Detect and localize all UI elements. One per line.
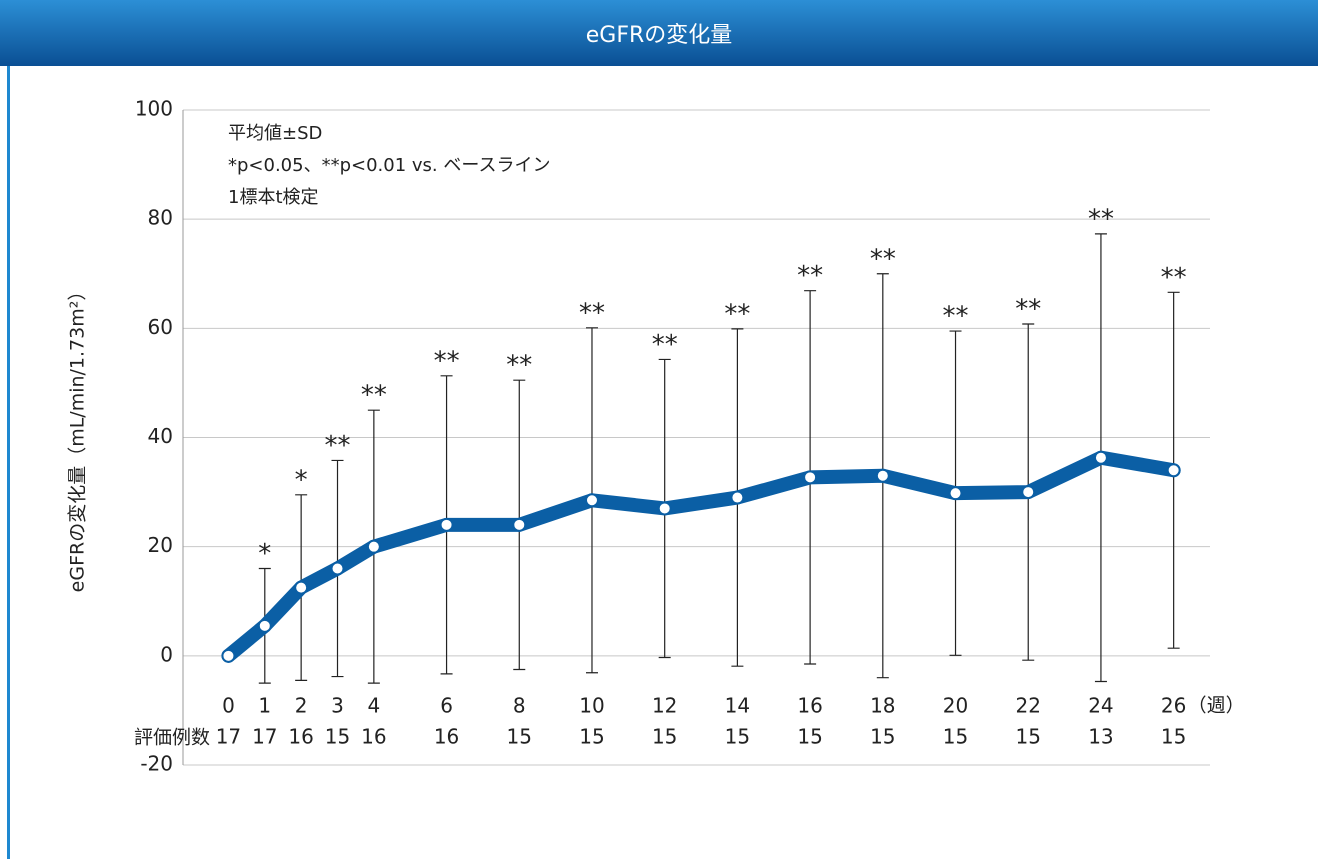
data-point xyxy=(257,618,272,633)
x-tick-label: 22 xyxy=(1016,694,1041,718)
significance: ** xyxy=(1161,263,1187,293)
n-value: 17 xyxy=(216,725,241,749)
data-point xyxy=(1093,450,1108,465)
data-point xyxy=(1166,463,1181,478)
y-tick-label: 40 xyxy=(148,424,173,448)
significance: * xyxy=(295,465,308,495)
x-tick-label: 8 xyxy=(513,694,526,718)
n-value: 16 xyxy=(361,725,386,749)
header-bar xyxy=(0,0,1318,66)
significance: ** xyxy=(325,431,351,461)
y-tick-label: 20 xyxy=(148,533,173,557)
significance: ** xyxy=(870,244,896,274)
significance: ** xyxy=(434,346,460,376)
x-unit: （週） xyxy=(1188,695,1245,717)
note: 平均値±SD xyxy=(228,123,322,144)
n-value: 17 xyxy=(252,725,277,749)
n-value: 15 xyxy=(325,725,350,749)
data-point xyxy=(330,561,345,576)
y-tick-label: -20 xyxy=(140,752,173,776)
chart-title: eGFRの変化量 xyxy=(586,23,733,48)
data-point xyxy=(221,648,236,663)
data-point xyxy=(948,486,963,501)
y-axis-label: eGFRの変化量（mL/min/1.73m²） xyxy=(67,282,89,593)
note: 1標本t検定 xyxy=(228,187,319,208)
data-point xyxy=(584,493,599,508)
y-tick-label: 100 xyxy=(135,97,173,121)
x-tick-label: 10 xyxy=(579,694,604,718)
x-tick-label: 0 xyxy=(222,694,235,718)
n-value: 15 xyxy=(652,725,677,749)
x-tick-label: 2 xyxy=(295,694,308,718)
y-tick-label: 80 xyxy=(148,206,173,230)
significance: ** xyxy=(1015,294,1041,324)
x-tick-label: 24 xyxy=(1088,694,1113,718)
n-value: 16 xyxy=(288,725,313,749)
x-tick-label: 1 xyxy=(258,694,271,718)
significance: ** xyxy=(943,302,969,332)
x-tick-label: 18 xyxy=(870,694,895,718)
n-label: 評価例数 xyxy=(134,727,210,749)
n-value: 15 xyxy=(943,725,968,749)
y-tick-label: 0 xyxy=(160,642,173,666)
data-point xyxy=(875,468,890,483)
significance: ** xyxy=(652,330,678,360)
data-point xyxy=(730,490,745,505)
x-tick-label: 12 xyxy=(652,694,677,718)
data-point xyxy=(439,517,454,532)
data-point xyxy=(1021,485,1036,500)
n-value: 15 xyxy=(1016,725,1041,749)
n-value: 15 xyxy=(797,725,822,749)
significance: ** xyxy=(1088,204,1114,234)
data-point xyxy=(366,539,381,554)
significance: ** xyxy=(506,351,532,381)
n-value: 15 xyxy=(870,725,895,749)
x-tick-label: 3 xyxy=(331,694,344,718)
n-value: 15 xyxy=(579,725,604,749)
data-point xyxy=(294,580,309,595)
n-value: 15 xyxy=(725,725,750,749)
mean-line xyxy=(221,450,1181,663)
significance: ** xyxy=(724,299,750,329)
x-tick-label: 4 xyxy=(367,694,380,718)
x-tick-label: 26 xyxy=(1161,694,1186,718)
significance: * xyxy=(258,539,271,569)
x-tick-label: 14 xyxy=(725,694,750,718)
n-value: 16 xyxy=(434,725,459,749)
significance: ** xyxy=(579,298,605,328)
left-border xyxy=(7,66,10,859)
note: *p<0.05、**p<0.01 vs. ベースライン xyxy=(228,155,550,176)
x-tick-label: 20 xyxy=(943,694,968,718)
n-value: 15 xyxy=(507,725,532,749)
significance: ** xyxy=(797,261,823,291)
significance: ** xyxy=(361,381,387,411)
data-point xyxy=(657,501,672,516)
y-tick-label: 60 xyxy=(148,315,173,339)
data-point xyxy=(803,470,818,485)
data-point xyxy=(512,517,527,532)
n-value: 13 xyxy=(1088,725,1113,749)
x-tick-label: 16 xyxy=(797,694,822,718)
n-value: 15 xyxy=(1161,725,1186,749)
x-tick-label: 6 xyxy=(440,694,453,718)
